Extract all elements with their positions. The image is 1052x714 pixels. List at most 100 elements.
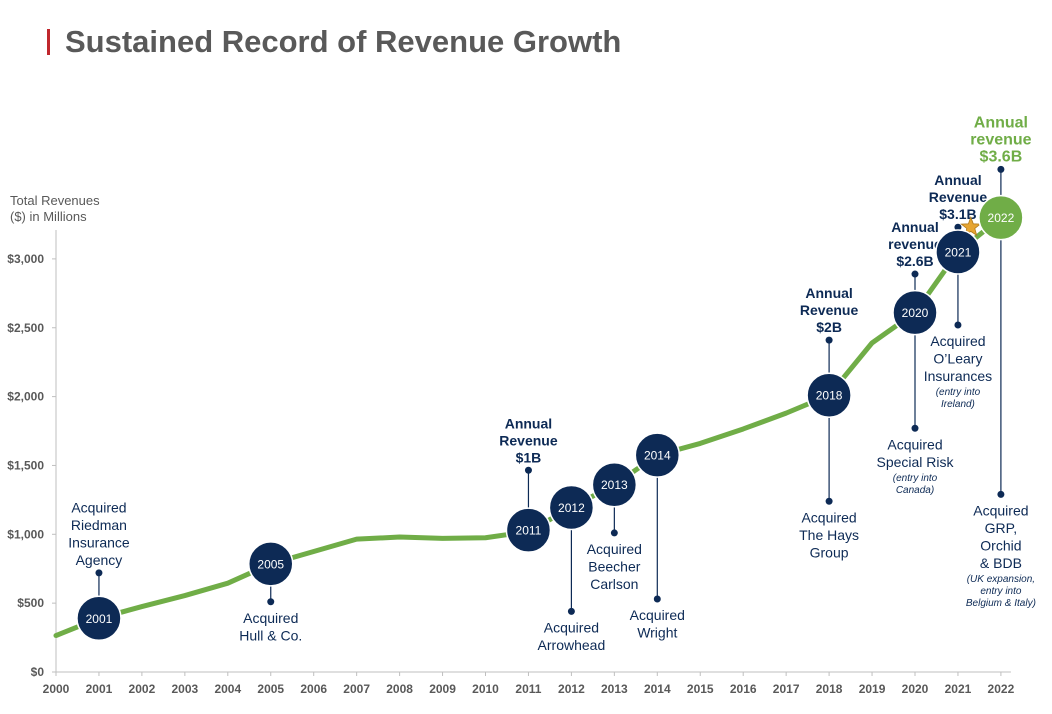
- annotation-pin-dot: [911, 424, 919, 432]
- y-tick-label: $500: [17, 596, 44, 610]
- x-tick-label: 2015: [687, 682, 714, 696]
- year-marker-circle: [505, 507, 552, 553]
- annotation-text: Insurances: [924, 368, 992, 384]
- annotation-pin-dot: [997, 490, 1005, 498]
- annotation-text: Acquired: [801, 509, 856, 525]
- annotation-text: Arrowhead: [538, 637, 606, 653]
- annotation-text: Acquired: [630, 607, 685, 623]
- annotation-text: Special Risk: [876, 454, 954, 470]
- annotation-pin-dot: [825, 497, 833, 505]
- annotation-text: The Hays: [799, 527, 859, 543]
- y-axis-label: Total Revenues ($) in Millions: [10, 193, 100, 224]
- x-tick-label: 2005: [257, 682, 284, 696]
- x-tick-label: 2020: [902, 682, 929, 696]
- year-marker-label: 2005: [257, 557, 284, 571]
- x-tick-label: 2014: [644, 682, 671, 696]
- annotation-pin-dot: [825, 336, 833, 344]
- annotation-text: & BDB: [980, 555, 1022, 571]
- x-tick-label: 2003: [171, 682, 198, 696]
- annotation-text: Acquired: [887, 436, 942, 452]
- x-tick-label: 2002: [129, 682, 156, 696]
- annotation-text: Beecher: [588, 558, 640, 574]
- annotation-pin-dot: [954, 321, 962, 329]
- annotation-text: Acquired: [587, 541, 642, 557]
- x-tick-label: 2004: [214, 682, 241, 696]
- annotation-text: Revenue: [499, 432, 558, 448]
- y-tick-label: $2,000: [7, 390, 44, 404]
- x-tick-label: 2017: [773, 682, 800, 696]
- annotation-text: Hull & Co.: [239, 627, 302, 643]
- annotation-text: revenue: [888, 236, 942, 252]
- x-tick-label: 2006: [300, 682, 327, 696]
- x-tick-label: 2007: [343, 682, 370, 696]
- x-tick-label: 2008: [386, 682, 413, 696]
- annotation-text: Insurance: [68, 534, 130, 550]
- annotation-text: Orchid: [980, 537, 1021, 553]
- annotation-note: Canada): [896, 485, 934, 496]
- annotation-text: Annual: [974, 114, 1028, 131]
- annotation-note: Ireland): [941, 399, 975, 410]
- year-marker-label: 2020: [902, 306, 929, 320]
- year-marker-label: 2022: [988, 211, 1015, 225]
- annotation-text: Acquired: [544, 619, 599, 635]
- annotation-pin-dot: [911, 270, 919, 278]
- y-tick-label: $0: [31, 665, 45, 679]
- annotation-text: Agency: [76, 552, 123, 568]
- x-tick-label: 2011: [515, 682, 541, 696]
- page-header: Sustained Record of Revenue Growth: [47, 22, 621, 62]
- annotation-text: revenue: [970, 131, 1031, 148]
- annotation-pin-dot: [267, 598, 275, 606]
- annotation-text: GRP,: [985, 520, 1017, 536]
- annotation-text: $2B: [816, 319, 842, 335]
- x-tick-label: 2022: [988, 682, 1015, 696]
- annotation-text: Acquired: [930, 333, 985, 349]
- annotation-text: Carlson: [590, 576, 638, 592]
- annotation-text: Wright: [637, 625, 677, 641]
- annotation-note: entry into: [980, 586, 1022, 597]
- page-title: Sustained Record of Revenue Growth: [65, 24, 622, 59]
- x-tick-label: 2000: [43, 682, 70, 696]
- y-tick-label: $2,500: [7, 321, 44, 335]
- x-tick-label: 2010: [472, 682, 499, 696]
- year-marker-label: 2013: [601, 478, 628, 492]
- annotation-pin-dot: [524, 466, 532, 474]
- annotation-note: Belgium & Italy): [966, 598, 1036, 609]
- y-tick-label: $1,000: [7, 527, 44, 541]
- annotation-text: Annual: [934, 172, 981, 188]
- year-marker-circle: [248, 541, 294, 587]
- year-marker-label: 2014: [644, 449, 671, 463]
- x-tick-label: 2009: [429, 682, 456, 696]
- x-tick-label: 2018: [816, 682, 843, 696]
- year-marker-label: 2011: [516, 524, 542, 538]
- y-tick-label: $3,000: [7, 252, 44, 266]
- year-marker-circle: [548, 484, 595, 531]
- year-marker-label: 2001: [86, 612, 113, 626]
- annotation-text: $2.6B: [896, 253, 933, 269]
- annotation-pin-dot: [653, 595, 661, 603]
- annotation-text: O’Leary: [933, 350, 982, 366]
- x-tick-label: 2013: [601, 682, 628, 696]
- annotation-note: (entry into: [893, 473, 938, 484]
- year-marker-label: 2012: [558, 501, 585, 515]
- annotation-text: Acquired: [973, 502, 1028, 518]
- year-marker-circle: [634, 432, 681, 478]
- annotation-pin-dot: [954, 223, 962, 231]
- annotation-text: $3.1B: [939, 206, 976, 222]
- year-marker-circle: [935, 229, 981, 275]
- x-tick-label: 2016: [730, 682, 757, 696]
- x-tick-label: 2012: [558, 682, 585, 696]
- year-marker-circle: [591, 461, 638, 508]
- star-icon: [960, 216, 982, 237]
- annotation-text: Revenue: [800, 302, 859, 318]
- annotation-text: Group: [810, 544, 849, 560]
- year-marker-label: 2018: [816, 389, 843, 403]
- annotation-text: $3.6B: [980, 148, 1023, 165]
- title-accent-bar: [47, 29, 50, 55]
- annotation-pin-dot: [95, 569, 103, 577]
- annotation-text: Riedman: [71, 517, 127, 533]
- year-marker-circle: [892, 289, 938, 336]
- year-marker-circle: [978, 194, 1024, 241]
- annotation-pin-dot: [610, 529, 618, 537]
- annotation-text: Annual: [505, 415, 552, 431]
- annotation-pin-dot: [567, 607, 575, 615]
